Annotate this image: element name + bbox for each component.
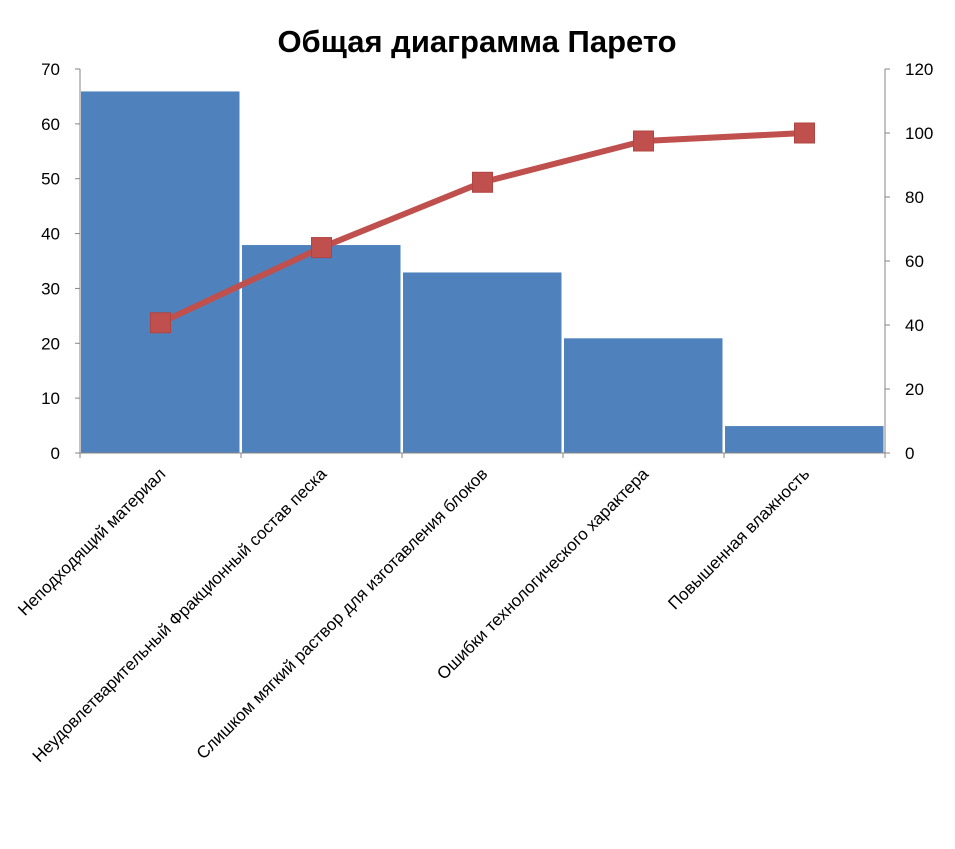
bar: [241, 244, 402, 454]
line-point: [311, 237, 332, 259]
bar-series: [80, 90, 885, 454]
y-tick-label: 20: [41, 334, 60, 353]
line-point: [794, 122, 815, 144]
line-point: [633, 130, 654, 152]
bar: [724, 425, 885, 454]
y2-tick-label: 0: [905, 444, 914, 463]
bar: [402, 271, 563, 454]
y-tick-label: 10: [41, 389, 60, 408]
line-point: [472, 171, 493, 193]
cumulative-line-series: [150, 122, 815, 334]
category-label: Повышенная влажность: [664, 464, 813, 613]
y-tick-label: 60: [41, 115, 60, 134]
chart-title: Общая диаграмма Парето: [277, 24, 676, 59]
category-label: Неудовлетварительный Фракционный состав …: [29, 464, 331, 766]
y2-tick-label: 100: [905, 124, 933, 143]
line-point: [150, 312, 171, 334]
y-tick-label: 50: [41, 170, 60, 189]
y2-tick-label: 120: [905, 60, 933, 79]
y-tick-label: 70: [41, 60, 60, 79]
category-label: Слишком мягкий раствор для изготавления …: [193, 464, 492, 763]
category-label: Неподходящий материал: [14, 464, 169, 619]
y2-tick-label: 40: [905, 316, 924, 335]
bar: [80, 90, 241, 454]
category-labels: Неподходящий материалНеудовлетварительны…: [14, 464, 813, 766]
y2-tick-label: 60: [905, 252, 924, 271]
axes: 0 10 20 30 40 50 60 70 0 20 40 60 80 100 120: [41, 60, 933, 463]
y-tick-label: 30: [41, 279, 60, 298]
bar: [563, 337, 724, 454]
y-tick-label: 40: [41, 225, 60, 244]
y2-tick-label: 20: [905, 380, 924, 399]
y-tick-label: 0: [51, 444, 60, 463]
y2-tick-label: 80: [905, 188, 924, 207]
